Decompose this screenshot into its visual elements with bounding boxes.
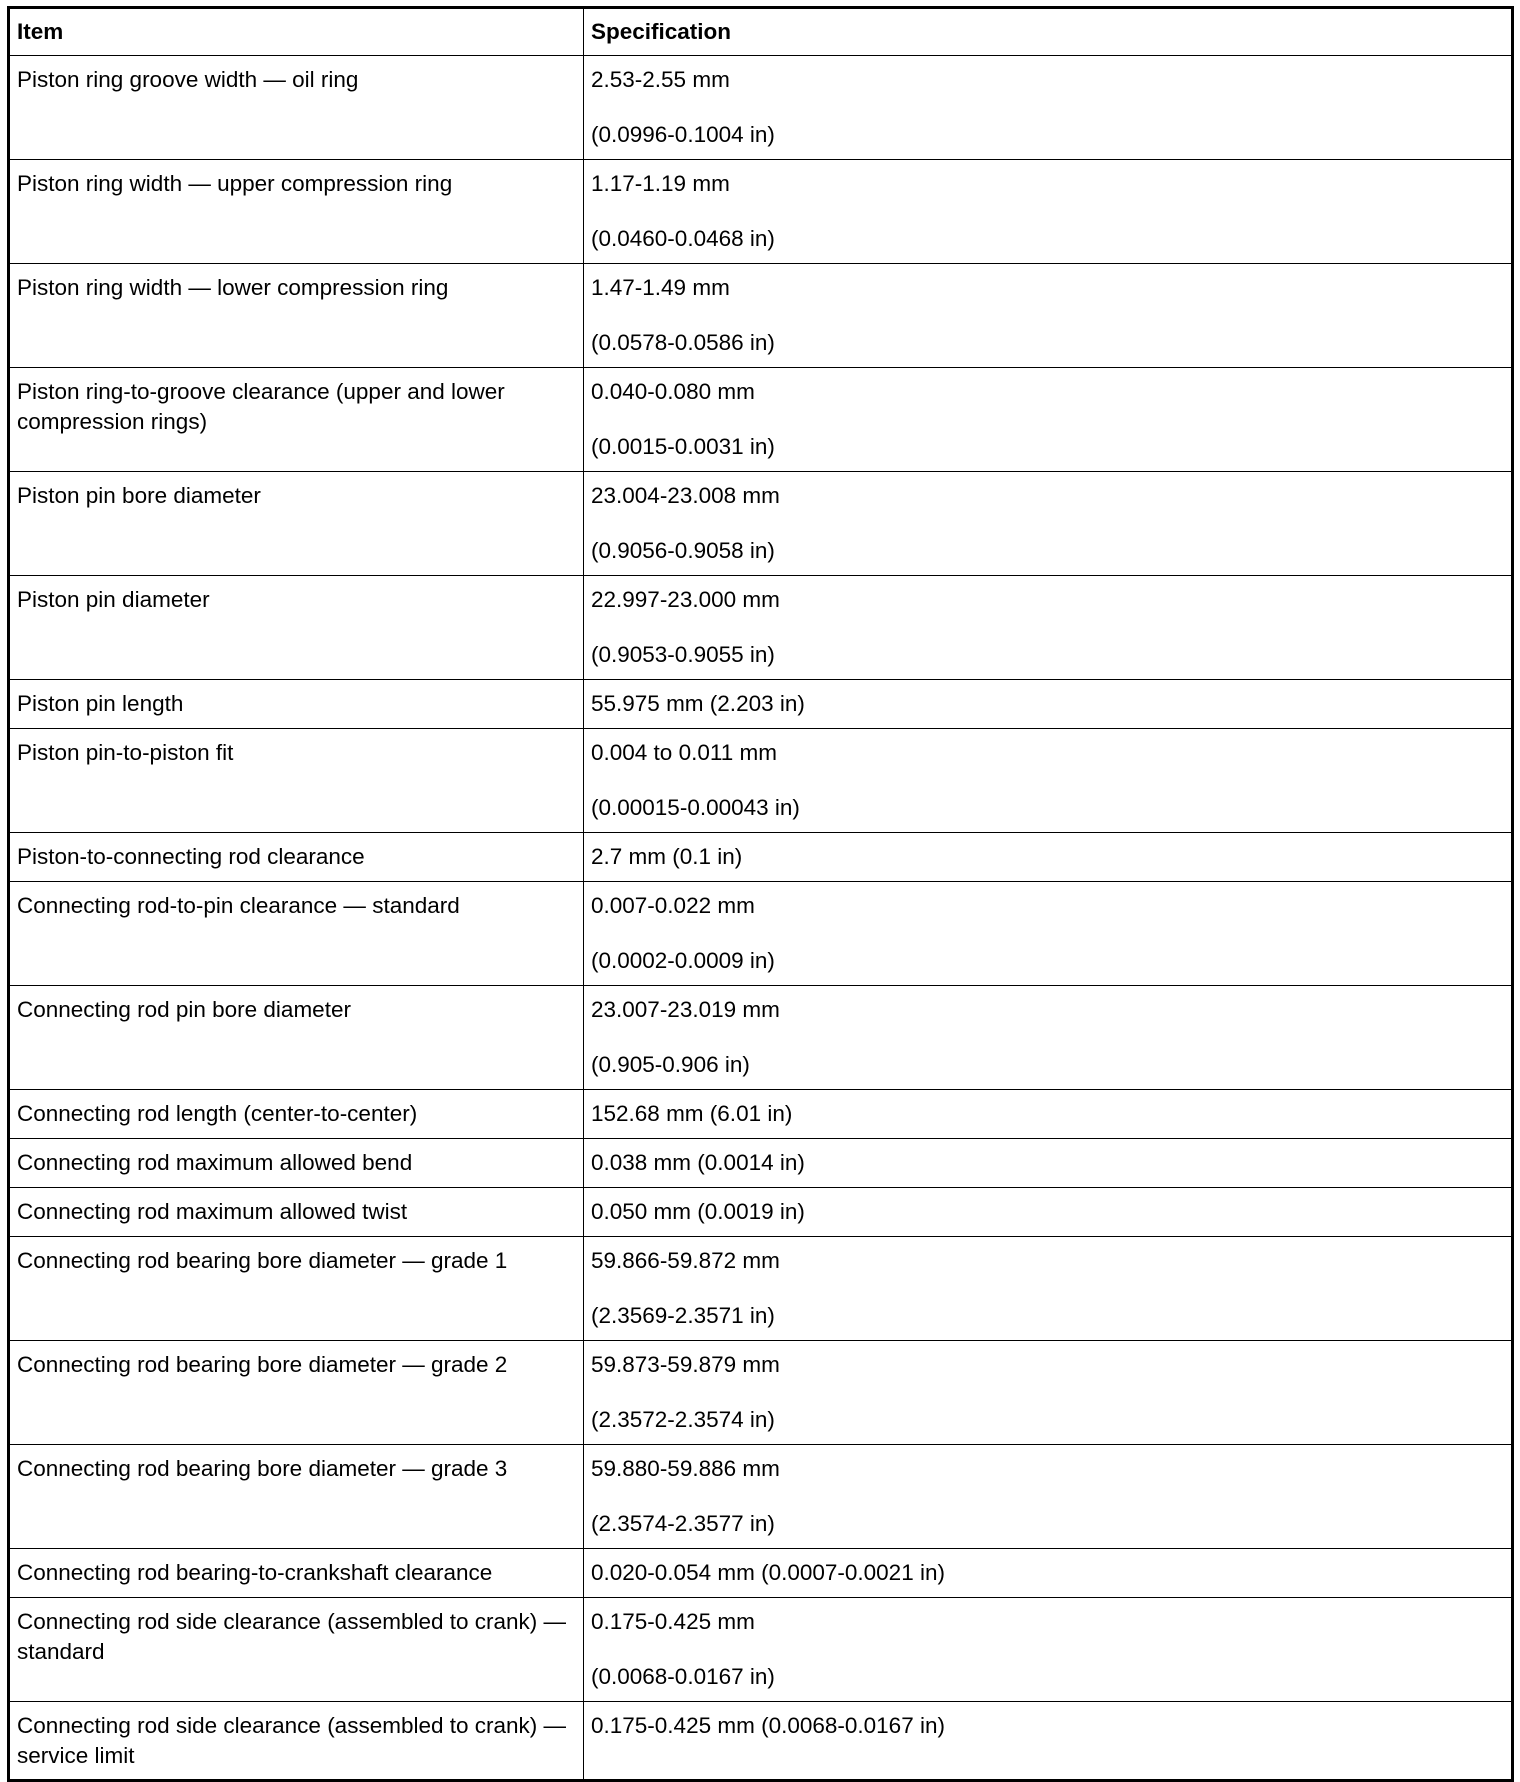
spec-metric: 22.997-23.000 mm — [591, 587, 780, 612]
table-row: Connecting rod-to-pin clearance — standa… — [8, 881, 1513, 986]
spec-metric: 59.866-59.872 mm — [591, 1248, 780, 1273]
spec-imperial: (0.0460-0.0468 in) — [591, 226, 775, 251]
spec-metric: 0.175-0.425 mm — [591, 1609, 755, 1634]
table-row: Connecting rod bearing bore diameter — g… — [8, 1444, 1513, 1549]
spec-metric: 0.038 mm (0.0014 in) — [591, 1150, 805, 1175]
spec-imperial: (2.3569-2.3571 in) — [591, 1303, 775, 1328]
spec-metric: 2.7 mm (0.1 in) — [591, 844, 743, 869]
spec-imperial: (2.3572-2.3574 in) — [591, 1407, 775, 1432]
table-row: Piston ring groove width — oil ring 2.53-… — [8, 55, 1513, 160]
header-row: Item Specification — [8, 7, 1513, 56]
item-cell: Connecting rod pin bore diameter — [8, 985, 584, 1090]
table-row: Connecting rod bearing bore diameter — g… — [8, 1236, 1513, 1341]
spec-metric: 1.17-1.19 mm — [591, 171, 730, 196]
specification-cell: 59.880-59.886 mm (2.3574-2.3577 in) — [583, 1444, 1513, 1549]
specification-cell: 0.175-0.425 mm (0.0068-0.0167 in) — [583, 1597, 1513, 1702]
spec-metric: 23.007-23.019 mm — [591, 997, 780, 1022]
spec-metric: 0.050 mm (0.0019 in) — [591, 1199, 805, 1224]
spec-metric: 59.873-59.879 mm — [591, 1352, 780, 1377]
item-cell: Connecting rod maximum allowed twist — [8, 1187, 584, 1237]
specification-cell: 0.020-0.054 mm (0.0007-0.0021 in) — [583, 1548, 1513, 1598]
specification-cell: 2.7 mm (0.1 in) — [583, 832, 1513, 882]
specification-cell: 23.007-23.019 mm (0.905-0.906 in) — [583, 985, 1513, 1090]
item-cell: Piston ring-to-groove clearance (upper a… — [8, 367, 584, 472]
specification-cell: 0.175-0.425 mm (0.0068-0.0167 in) — [583, 1701, 1513, 1781]
table-row: Piston pin length 55.975 mm (2.203 in) — [8, 679, 1513, 729]
item-cell: Connecting rod bearing bore diameter — g… — [8, 1236, 584, 1341]
item-cell: Connecting rod bearing-to-crankshaft cle… — [8, 1548, 584, 1598]
item-cell: Piston ring width — upper compression ri… — [8, 159, 584, 264]
spec-metric: 59.880-59.886 mm — [591, 1456, 780, 1481]
spec-imperial: (0.905-0.906 in) — [591, 1052, 750, 1077]
spec-metric: 2.53-2.55 mm — [591, 67, 730, 92]
specification-cell: 55.975 mm (2.203 in) — [583, 679, 1513, 729]
spec-imperial: (0.00015-0.00043 in) — [591, 795, 800, 820]
table-row: Piston pin bore diameter 23.004-23.008 mm… — [8, 471, 1513, 576]
table-row: Piston ring-to-groove clearance (upper a… — [8, 367, 1513, 472]
table-row: Connecting rod side clearance (assembled… — [8, 1701, 1513, 1781]
specification-cell: 59.866-59.872 mm (2.3569-2.3571 in) — [583, 1236, 1513, 1341]
item-cell: Piston ring groove width — oil ring — [8, 55, 584, 160]
specification-cell: 0.040-0.080 mm (0.0015-0.0031 in) — [583, 367, 1513, 472]
table-row: Piston pin diameter 22.997-23.000 mm (0.90… — [8, 575, 1513, 680]
specification-cell: 0.050 mm (0.0019 in) — [583, 1187, 1513, 1237]
table-row: Connecting rod maximum allowed bend 0.038… — [8, 1138, 1513, 1188]
item-cell: Connecting rod-to-pin clearance — standa… — [8, 881, 584, 986]
spec-metric: 0.020-0.054 mm (0.0007-0.0021 in) — [591, 1560, 945, 1585]
table-row: Piston ring width — lower compression ri… — [8, 263, 1513, 368]
item-cell: Connecting rod maximum allowed bend — [8, 1138, 584, 1188]
header-item: Item — [8, 7, 584, 56]
spec-imperial: (0.0002-0.0009 in) — [591, 948, 775, 973]
table-row: Piston pin-to-piston fit 0.004 to 0.011 m… — [8, 728, 1513, 833]
spec-imperial: (0.9056-0.9058 in) — [591, 538, 775, 563]
item-cell: Connecting rod side clearance (assembled… — [8, 1701, 584, 1781]
table-row: Piston ring width — upper compression ri… — [8, 159, 1513, 264]
specification-cell: 1.17-1.19 mm (0.0460-0.0468 in) — [583, 159, 1513, 264]
spec-metric: 0.007-0.022 mm — [591, 893, 755, 918]
specification-cell: 0.004 to 0.011 mm (0.00015-0.00043 in) — [583, 728, 1513, 833]
table-row: Connecting rod maximum allowed twist 0.05… — [8, 1187, 1513, 1237]
spec-imperial: (0.0015-0.0031 in) — [591, 434, 775, 459]
specification-table: Item Specification Piston ring groove wi… — [7, 6, 1514, 1782]
item-cell: Piston pin length — [8, 679, 584, 729]
item-cell: Piston pin diameter — [8, 575, 584, 680]
item-cell: Piston-to-connecting rod clearance — [8, 832, 584, 882]
table-row: Connecting rod pin bore diameter 23.007-2… — [8, 985, 1513, 1090]
specification-cell: 22.997-23.000 mm (0.9053-0.9055 in) — [583, 575, 1513, 680]
item-cell: Connecting rod length (center-to-center) — [8, 1089, 584, 1139]
item-cell: Piston pin-to-piston fit — [8, 728, 584, 833]
spec-metric: 0.040-0.080 mm — [591, 379, 755, 404]
specification-cell: 2.53-2.55 mm (0.0996-0.1004 in) — [583, 55, 1513, 160]
table-row: Connecting rod bearing bore diameter — g… — [8, 1340, 1513, 1445]
specification-cell: 59.873-59.879 mm (2.3572-2.3574 in) — [583, 1340, 1513, 1445]
item-cell: Piston ring width — lower compression ri… — [8, 263, 584, 368]
item-cell: Connecting rod bearing bore diameter — g… — [8, 1444, 584, 1549]
spec-imperial: (2.3574-2.3577 in) — [591, 1511, 775, 1536]
spec-imperial: (0.9053-0.9055 in) — [591, 642, 775, 667]
item-cell: Connecting rod bearing bore diameter — g… — [8, 1340, 584, 1445]
specification-cell: 23.004-23.008 mm (0.9056-0.9058 in) — [583, 471, 1513, 576]
specification-cell: 0.038 mm (0.0014 in) — [583, 1138, 1513, 1188]
table-row: Connecting rod length (center-to-center)… — [8, 1089, 1513, 1139]
spec-imperial: (0.0996-0.1004 in) — [591, 122, 775, 147]
spec-metric: 0.004 to 0.011 mm — [591, 740, 777, 765]
item-cell: Piston pin bore diameter — [8, 471, 584, 576]
header-specification: Specification — [583, 7, 1513, 56]
item-cell: Connecting rod side clearance (assembled… — [8, 1597, 584, 1702]
spec-metric: 55.975 mm (2.203 in) — [591, 691, 805, 716]
spec-metric: 1.47-1.49 mm — [591, 275, 730, 300]
specification-cell: 152.68 mm (6.01 in) — [583, 1089, 1513, 1139]
specification-cell: 1.47-1.49 mm (0.0578-0.0586 in) — [583, 263, 1513, 368]
spec-imperial: (0.0068-0.0167 in) — [591, 1664, 775, 1689]
table-row: Connecting rod bearing-to-crankshaft cle… — [8, 1548, 1513, 1598]
spec-metric: 23.004-23.008 mm — [591, 483, 780, 508]
table-row: Piston-to-connecting rod clearance 2.7 mm… — [8, 832, 1513, 882]
spec-metric: 152.68 mm (6.01 in) — [591, 1101, 793, 1126]
specification-cell: 0.007-0.022 mm (0.0002-0.0009 in) — [583, 881, 1513, 986]
table-row: Connecting rod side clearance (assembled… — [8, 1597, 1513, 1702]
spec-metric: 0.175-0.425 mm (0.0068-0.0167 in) — [591, 1713, 945, 1738]
spec-imperial: (0.0578-0.0586 in) — [591, 330, 775, 355]
